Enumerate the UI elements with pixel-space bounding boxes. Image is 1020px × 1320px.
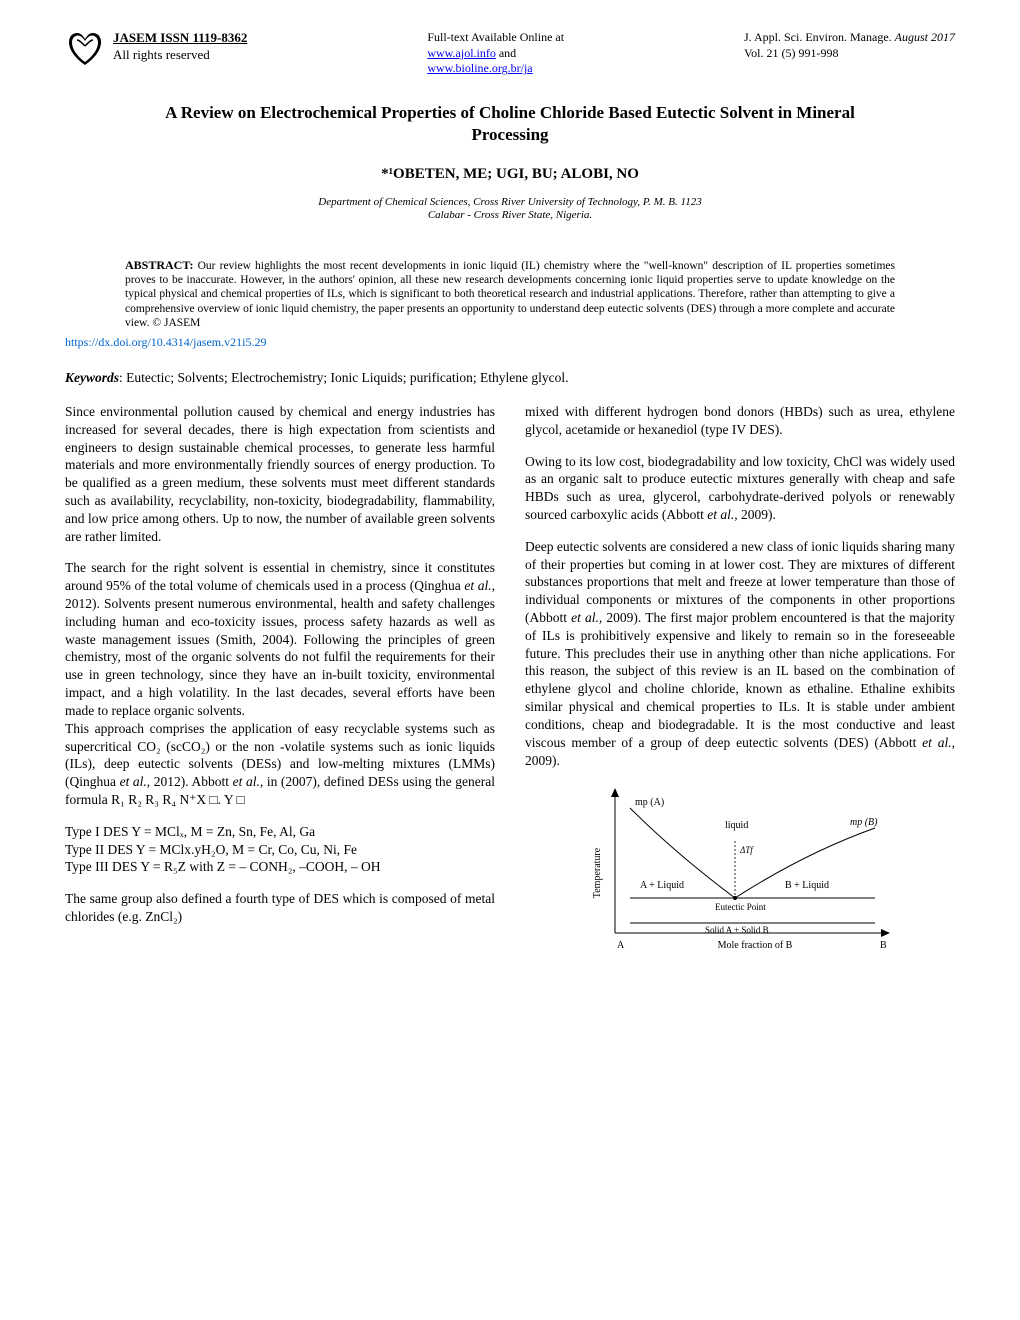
col1-p3d: et al., [233,774,264,789]
col2-p2: Owing to its low cost, biodegradability … [525,453,955,524]
issn-text: JASEM ISSN 1119-8362 [113,30,247,47]
header-middle-block: Full-text Available Online at www.ajol.i… [427,30,564,77]
volume-text: Vol. 21 (5) 991-998 [744,46,838,60]
phase-diagram-wrap: Temperature Mole fraction of B A B mp (A… [525,783,955,958]
and-text: and [496,46,516,60]
col2-p2c: 2009). [738,507,776,522]
affiliation-line2: Calabar - Cross River State, Nigeria. [428,209,592,221]
col2-p3d: et al., [922,735,955,750]
header-right-block: J. Appl. Sci. Environ. Manage. August 20… [744,30,955,61]
col1-p3c: 2012). Abbott [150,774,232,789]
col1-p2b: et al., [464,578,495,593]
col2-p3: Deep eutectic solvents are considered a … [525,538,955,770]
a-liquid-label: A + Liquid [640,880,684,891]
issn-block: JASEM ISSN 1119-8362 All rights reserved [113,30,247,64]
eutectic-phase-diagram: Temperature Mole fraction of B A B mp (A… [585,783,895,958]
body-columns: Since environmental pollution caused by … [65,403,955,958]
x-right-label: B [880,940,887,951]
xlabel: Mole fraction of B [718,940,793,951]
x-left-label: A [617,940,625,951]
column-left: Since environmental pollution caused by … [65,403,495,958]
authors-line: *¹OBETEN, ME; UGI, BU; ALOBI, NO [65,164,955,184]
article-title: A Review on Electrochemical Properties o… [125,102,895,146]
keywords-text: : Eutectic; Solvents; Electrochemistry; … [119,370,569,385]
col1-p2: The search for the right solvent is esse… [65,559,495,719]
solid-label: Solid A + Solid B [705,925,769,935]
col1-p4: The same group also defined a fourth typ… [65,890,495,926]
header-left-block: JASEM ISSN 1119-8362 All rights reserved [65,30,247,70]
col2-p2b: et al., [707,507,737,522]
col2-p1: mixed with different hydrogen bond donor… [525,403,955,439]
b-liquid-label: B + Liquid [785,880,829,891]
eutectic-point-label: Eutectic Point [715,902,766,912]
link-ajol[interactable]: www.ajol.info [427,46,496,60]
col2-p3b: et al., [571,610,602,625]
abstract-block: ABSTRACT: Our review highlights the most… [125,258,895,331]
affiliation-line1: Department of Chemical Sciences, Cross R… [318,196,701,208]
journal-name: J. Appl. Sci. Environ. Manage. [744,30,895,44]
des-type2: Type II DES Y = MClx.yH₂O, M = Cr, Co, C… [65,841,495,859]
des-type3: Type III DES Y = R₅Z with Z = – CONH₂, –… [65,858,495,876]
column-right: mixed with different hydrogen bond donor… [525,403,955,958]
liquid-label: liquid [725,820,748,831]
abstract-label: ABSTRACT: [125,258,193,272]
issue-date: August 2017 [895,30,955,44]
col1-p2a: The search for the right solvent is esse… [65,560,495,593]
col1-p3b: et al., [120,774,151,789]
doi-link[interactable]: https://dx.doi.org/10.4314/jasem.v21i5.2… [65,334,955,350]
des-type1: Type I DES Y = MClₓ, M = Zn, Sn, Fe, Al,… [65,823,495,841]
col1-p1: Since environmental pollution caused by … [65,403,495,546]
rights-text: All rights reserved [113,47,247,64]
delta-tf-label: ΔTf [739,845,754,855]
keywords-line: Keywords: Eutectic; Solvents; Electroche… [65,369,955,387]
link-bioline[interactable]: www.bioline.org.br/ja [427,61,532,75]
abstract-text: Our review highlights the most recent de… [125,260,895,330]
keywords-label: Keywords [65,370,119,385]
col1-p3: This approach comprises the application … [65,720,495,809]
col2-p3c: 2009). The first major problem encounter… [525,610,955,750]
mp-b-label: mp (B) [850,817,878,828]
col1-p2c: 2012). Solvents present numerous environ… [65,596,495,718]
fulltext-label: Full-text Available Online at [427,30,564,44]
mp-a-label: mp (A) [635,797,664,808]
ylabel: Temperature [592,848,603,899]
jasem-logo-icon [65,30,105,70]
page-header: JASEM ISSN 1119-8362 All rights reserved… [65,30,955,77]
affiliation-block: Department of Chemical Sciences, Cross R… [65,196,955,222]
col2-p3e: 2009). [525,753,560,768]
